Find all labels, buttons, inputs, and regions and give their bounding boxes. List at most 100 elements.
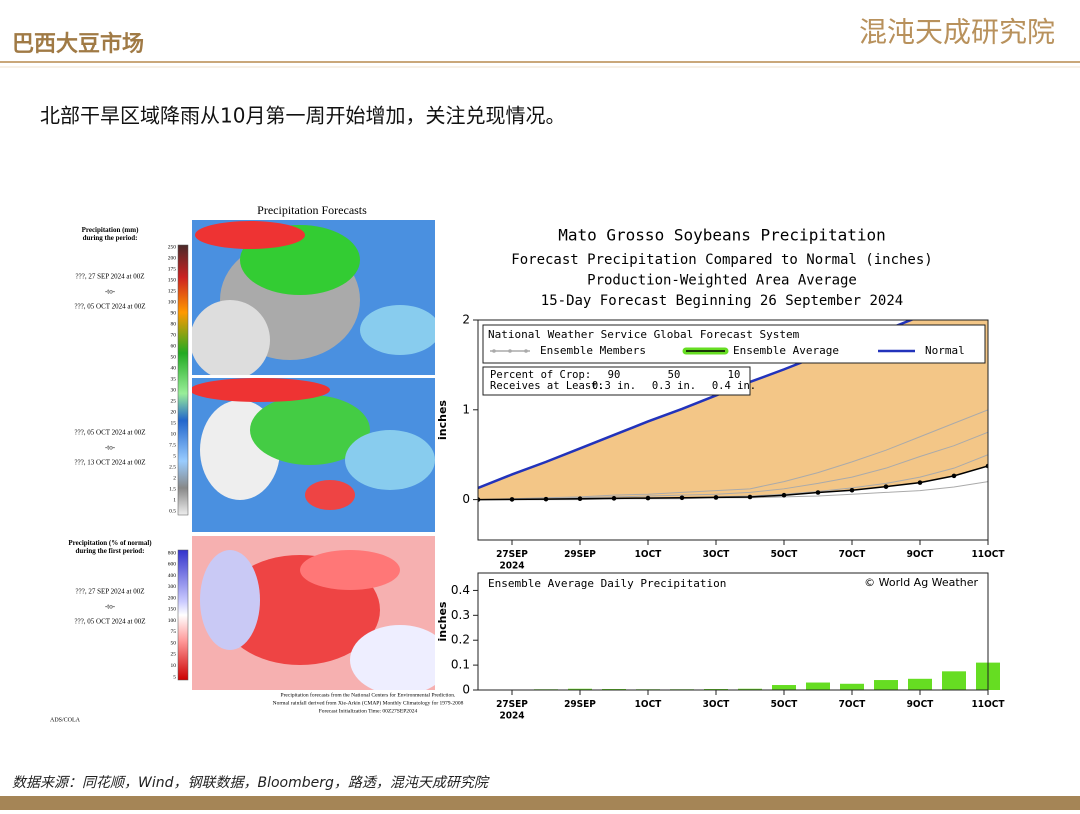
colorbar-label: 250 [168,244,177,250]
y-tick-label: 0.4 [451,583,470,597]
map-title: Precipitation Forecasts [257,203,367,217]
bar [874,680,898,690]
colorbar-label: 2.5 [169,464,176,470]
x-tick-label: 5OCT [771,699,799,710]
legend-swatch [508,349,512,353]
map-date: ???, 27 SEP 2024 at 00Z [76,588,145,596]
chart-subtitle: Forecast Precipitation Compared to Norma… [511,252,932,268]
logo: 混沌天成研究院 [859,16,1055,48]
map-date: ???, 05 OCT 2024 at 00Z [74,429,145,437]
y-tick-label: 0 [462,683,470,697]
colorbar [178,550,188,680]
plot-frame [478,573,988,690]
y-tick-label: 0 [462,492,470,506]
colorbar-label: 0.5 [169,508,176,514]
average-point [816,490,821,495]
legend-label: Ensemble Members [540,344,646,357]
average-point [782,493,787,498]
colorbar-label: 25 [171,398,177,404]
colorbar-label: 1 [173,497,176,503]
bar [772,685,796,690]
x-tick-label: 3OCT [703,549,731,560]
chart-title: Mato Grosso Soybeans Precipitation [558,226,886,245]
map-date: ???, 05 OCT 2024 at 00Z [74,618,145,626]
average-point [612,496,617,501]
colorbar-label: 2 [173,475,176,481]
crop-table-cell: 0.3 in. [652,380,696,392]
colorbar-label: 75 [171,629,177,635]
x-tick-label: 5OCT [771,549,799,560]
colorbar-label: 5 [173,453,176,459]
average-point [714,495,719,500]
y-axis-label: inches [436,601,449,641]
colorbar-label: 200 [168,595,177,601]
colorbar-label: 1.5 [169,486,176,492]
map-date: ???, 27 SEP 2024 at 00Z [76,273,145,281]
y-tick-label: 2 [462,313,470,327]
colorbar-label: 200 [168,255,177,261]
x-tick-label: 1OCT [635,549,663,560]
map-date: -to- [105,288,116,296]
colorbar-label: 10 [171,663,177,669]
x-tick-label: 11OCT [972,699,1006,710]
colorbar-label: 125 [168,288,177,294]
x-tick-label: 7OCT [839,699,867,710]
colorbar-label: 90 [171,310,177,316]
colorbar-label: 100 [168,618,177,624]
y-tick-label: 1 [462,402,470,416]
average-point [510,497,515,502]
map-panel [192,536,450,695]
colorbar [178,245,188,515]
map-panel [190,220,440,380]
chart-subtitle: 15-Day Forecast Beginning 26 September 2… [541,293,903,309]
colorbar-label: 5 [173,674,176,680]
colorbar-label: 70 [171,332,177,338]
colorbar-label: 50 [171,354,177,360]
colorbar-label: 800 [168,550,177,556]
map-date: ???, 13 OCT 2024 at 00Z [74,459,145,467]
map-date: -to- [105,603,116,611]
average-point [748,495,753,500]
map-caption: Precipitation (% of normal)during the fi… [68,539,152,555]
colorbar-label: 300 [168,584,177,590]
x-tick-label: 9OCT [907,549,935,560]
y-tick-label: 0.2 [451,633,470,647]
colorbar-label: 35 [171,376,177,382]
x-tick-label: 11OCT [972,549,1006,560]
map-note: Forecast Initialization Time: 00Z27SEP20… [319,708,418,714]
average-point [646,496,651,501]
legend-label: Ensemble Average [733,344,839,357]
colorbar-label: 40 [171,365,177,371]
chart-subtitle: Production-Weighted Area Average [587,273,857,289]
average-point [578,496,583,501]
source: 数据来源：同花顺，Wind，钢联数据，Bloomberg，路透，混沌天成研究院 [12,775,490,791]
crop-table-label: Receives at Least: [490,380,604,392]
bar [908,679,932,690]
plot-area [476,290,991,502]
bar [806,683,830,690]
map-date: ???, 05 OCT 2024 at 00Z [74,303,145,311]
chart-credit: © World Ag Weather [864,576,978,589]
colorbar-label: 175 [168,266,177,272]
colorbar-label: 20 [171,409,177,415]
map-date: -to- [105,444,116,452]
average-point [952,474,957,479]
x-tick-label: 29SEP [564,549,596,560]
average-point [544,497,549,502]
map-caption: Precipitation (mm)during the period: [82,226,139,242]
x-tick-label: 29SEP [564,699,596,710]
chart-title: Ensemble Average Daily Precipitation [488,577,726,590]
map-note: Precipitation forecasts from the Nationa… [281,691,457,698]
colorbar-label: 150 [168,607,177,613]
x-tick-label: 3OCT [703,699,731,710]
y-tick-label: 0.1 [451,658,470,672]
average-point [918,480,923,485]
y-axis-label: inches [436,400,449,440]
y-tick-label: 0.3 [451,608,470,622]
x-tick-label: 9OCT [907,699,935,710]
footer-bar [0,796,1080,810]
colorbar-label: 25 [171,652,177,658]
